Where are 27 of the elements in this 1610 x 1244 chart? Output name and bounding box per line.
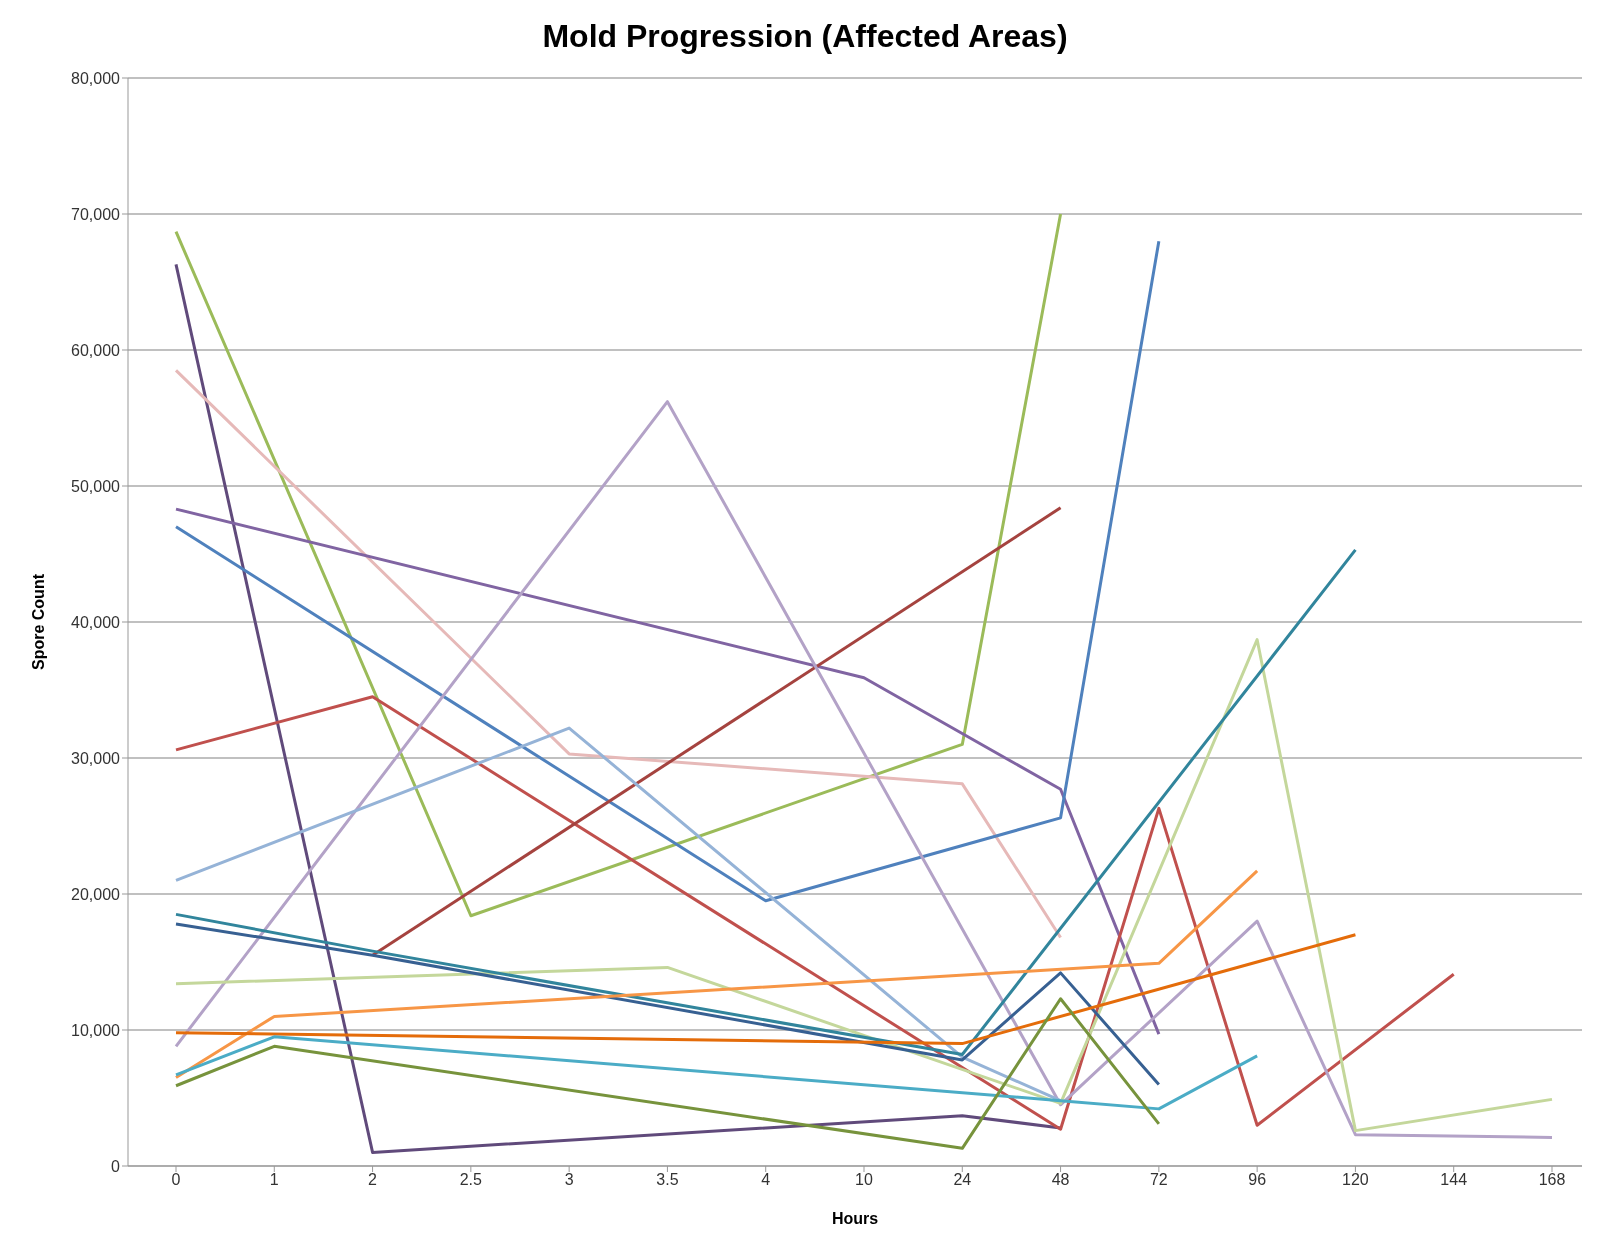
x-tick-label: 48 [1051, 1171, 1070, 1189]
y-tick-label: 30,000 [71, 749, 121, 767]
x-tick-label: 120 [1342, 1171, 1369, 1189]
x-axis-title: Hours [831, 1210, 879, 1227]
x-tick-label: 2 [368, 1171, 378, 1189]
y-tick-label: 10,000 [71, 1021, 121, 1039]
x-tick-label: 144 [1440, 1171, 1468, 1189]
x-tick-label: 1 [269, 1171, 279, 1189]
x-tick-label: 3 [564, 1171, 574, 1189]
y-tick-label: 70,000 [71, 205, 121, 223]
y-tick-label: 50,000 [71, 477, 121, 495]
y-tick-label: 80,000 [71, 69, 121, 87]
x-tick-label: 96 [1248, 1171, 1267, 1189]
x-tick-label: 72 [1149, 1171, 1168, 1189]
y-axis-title: Spore Count [29, 573, 47, 670]
y-tick-label: 40,000 [71, 613, 121, 631]
x-tick-label: 24 [953, 1171, 972, 1189]
x-tick-label: 4 [761, 1171, 771, 1189]
chart-title: Mold Progression (Affected Areas) [541, 17, 1069, 56]
y-tick-label: 0 [111, 1157, 121, 1175]
x-tick-label: 10 [855, 1171, 873, 1189]
x-tick-label: 2.5 [459, 1171, 483, 1189]
x-tick-label: 168 [1538, 1171, 1566, 1189]
x-tick-label: 3.5 [656, 1171, 679, 1189]
x-tick-label: 0 [171, 1171, 181, 1189]
y-tick-label: 20,000 [71, 885, 121, 903]
y-tick-label: 60,000 [71, 341, 121, 359]
